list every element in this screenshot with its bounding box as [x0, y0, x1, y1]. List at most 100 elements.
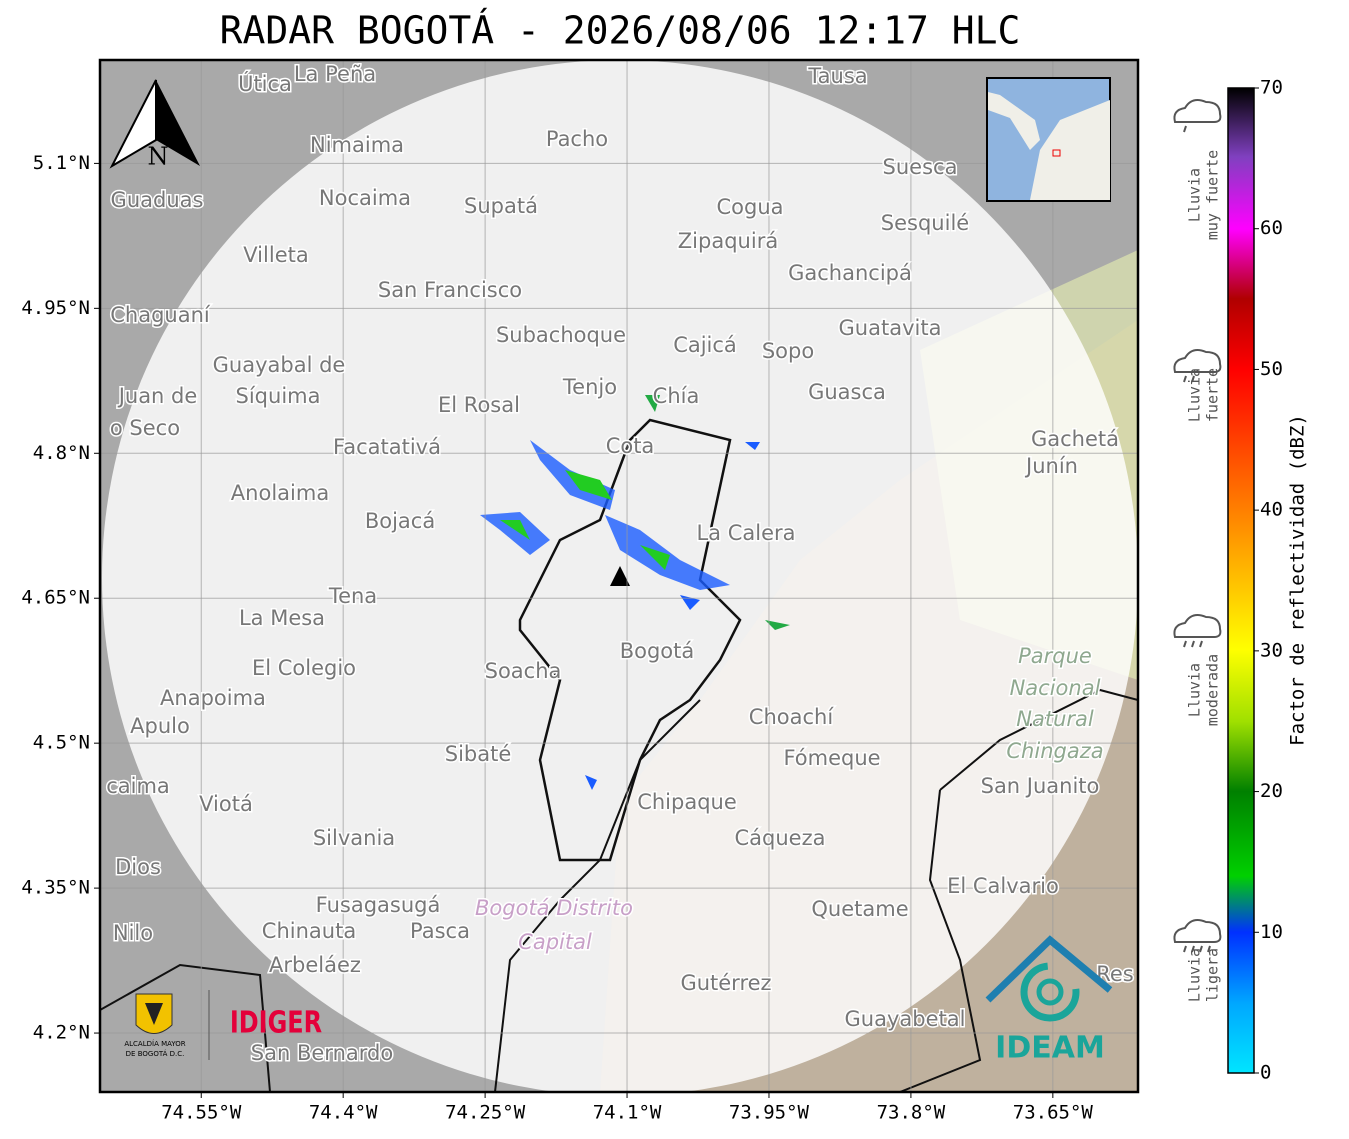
place-label: caima [106, 774, 170, 798]
lat-tick-label: 4.95°N [21, 297, 90, 319]
rain-drop [1191, 640, 1195, 648]
place-label: Nimaima [310, 133, 404, 157]
place-label: La Mesa [239, 606, 325, 630]
rain-drop [1199, 640, 1203, 648]
place-label: Síquima [236, 384, 321, 408]
place-label: Dios [115, 855, 161, 879]
place-label: Junín [1024, 454, 1078, 478]
lon-tick-label: 73.65°W [1013, 1102, 1094, 1124]
place-label: Cajicá [673, 333, 737, 357]
cloud-icon [1173, 99, 1222, 123]
place-label: Zipaquirá [678, 229, 778, 253]
ideam-logo: IDEAM [985, 935, 1113, 1066]
rain-drop [1183, 125, 1187, 133]
compass: N [109, 79, 200, 171]
lat-tick-label: 4.2°N [33, 1022, 90, 1044]
place-label: Chaguaní [110, 303, 211, 327]
lon-tick-label: 73.8°W [877, 1102, 946, 1124]
place-label: El Colegio [252, 656, 356, 680]
place-label: Tena [328, 584, 377, 608]
rain-drop [1183, 945, 1187, 953]
place-label: Útica [238, 71, 292, 96]
place-label: El Rosal [438, 393, 520, 417]
lat-tick-label: 4.5°N [33, 732, 90, 754]
place-label: Guatavita [839, 316, 942, 340]
place-label: Chipaque [637, 790, 737, 814]
radar-site [610, 566, 630, 586]
place-label: Tenjo [562, 375, 617, 399]
place-label: Tausa [807, 64, 867, 88]
place-label: Gachetá [1031, 427, 1119, 451]
place-label: Quetame [811, 897, 908, 921]
place-label: Arbeláez [269, 953, 361, 977]
cloud-icon [1173, 349, 1222, 373]
lat-tick-label: 5.1°N [33, 152, 90, 174]
border [494, 699, 701, 1092]
inset-map [986, 77, 1111, 202]
lon-tick-label: 74.25°W [445, 1102, 526, 1124]
place-label: Anolaima [231, 481, 329, 505]
place-label: Subachoque [496, 323, 626, 347]
place-label: Guaduas [111, 188, 204, 212]
logo-text: DE BOGOTÁ D.C. [126, 1049, 185, 1058]
lat-tick-label: 4.35°N [21, 877, 90, 899]
place-label: Capital [518, 930, 592, 954]
rain-category-label: muy fuerte [1204, 150, 1222, 240]
place-label: Choachí [749, 705, 835, 729]
place-label: o Seco [110, 416, 180, 440]
place-label: Sibaté [445, 742, 512, 766]
place-label: Chía [653, 384, 700, 408]
place-label: Viotá [199, 792, 253, 816]
colorbar-tick-label: 20 [1260, 780, 1283, 802]
rain-drop [1183, 375, 1187, 383]
place-label: San Francisco [378, 278, 522, 302]
place-label: Fusagasugá [316, 893, 441, 917]
place-label: Supatá [464, 194, 538, 218]
alcaldia-logo: ALCALDÍA MAYOR DE BOGOTÁ D.C. [124, 990, 210, 1060]
place-label: Natural [1016, 707, 1094, 731]
lon-tick-label: 74.55°W [161, 1102, 242, 1124]
rain-drop [1191, 375, 1195, 383]
compass-label: N [148, 143, 169, 171]
place-label: Bojacá [365, 509, 435, 533]
place-label: Villeta [243, 243, 308, 267]
map-frame [98, 58, 1140, 1094]
place-label: Gachancipá [788, 261, 912, 285]
ideam-text: IDEAM [995, 1031, 1105, 1066]
place-label: Guayabetal [845, 1007, 966, 1031]
lon-tick-label: 74.1°W [593, 1102, 662, 1124]
colorbar-tick-label: 10 [1260, 921, 1283, 943]
place-label: El Calvario [947, 874, 1059, 898]
idiger-logo: IDIGER [230, 1006, 322, 1040]
lat-tick-label: 4.65°N [21, 587, 90, 609]
place-label: Cota [606, 434, 655, 458]
rain-category-label: Lluvia [1186, 948, 1204, 1002]
rain-category-label: fuerte [1204, 368, 1222, 422]
colorbar-label: Factor de reflectividad (dBZ) [1287, 414, 1309, 746]
colorbar-tick-label: 40 [1260, 499, 1283, 521]
lat-tick-label: 4.8°N [33, 442, 90, 464]
rain-category: Lluvia muy fuerte [1173, 99, 1222, 240]
colorbar-tick-label: 60 [1260, 217, 1283, 239]
rain-category: Lluvia ligera [1173, 919, 1222, 1002]
place-label: Suesca [883, 155, 958, 179]
place-label: Guayabal de [213, 353, 346, 377]
place-label: La Peña [294, 62, 376, 86]
colorbar-tick-label: 0 [1260, 1062, 1271, 1084]
radar-echoes [480, 395, 790, 790]
lon-tick-label: 74.4°W [309, 1102, 378, 1124]
rain-category-label: ligera [1204, 948, 1222, 1002]
place-label: Pasca [410, 919, 470, 943]
place-label: Fómeque [783, 746, 880, 770]
place-label: Juan de [117, 384, 198, 408]
place-label: Cáqueza [735, 826, 826, 850]
place-label: Facatativá [333, 435, 441, 459]
place-label: Gutérrez [680, 971, 771, 995]
place-label: Sesquilé [881, 211, 969, 235]
place-label: Silvania [313, 826, 395, 850]
rain-category-label: Lluvia [1186, 168, 1204, 222]
rain-drop [1183, 640, 1187, 648]
place-label: Anapoima [160, 686, 266, 710]
rain-category-label: moderada [1204, 654, 1222, 726]
